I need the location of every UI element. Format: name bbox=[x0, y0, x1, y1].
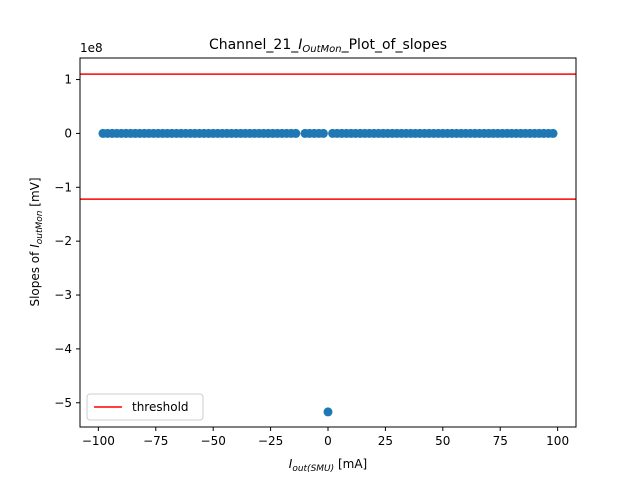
y-axis-label-prefix: Slopes of bbox=[28, 248, 42, 307]
y-axis-label-math: I bbox=[28, 244, 42, 248]
x-axis-ticks: −100 −75 −50 −25 0 25 50 75 100 bbox=[82, 427, 569, 448]
y-tick-label: −2 bbox=[54, 234, 72, 248]
x-tick-label: 100 bbox=[546, 434, 569, 448]
y-axis-label-unit: [mV] bbox=[28, 177, 42, 210]
y-tick-label: −4 bbox=[54, 342, 72, 356]
y-axis-offset-label: 1e8 bbox=[80, 41, 103, 55]
x-tick-label: −50 bbox=[201, 434, 226, 448]
chart-title: Channel_21_IOutMon_Plot_of_slopes bbox=[209, 37, 447, 55]
y-tick-label: −5 bbox=[54, 396, 72, 410]
y-tick-label: 1 bbox=[64, 73, 72, 87]
x-tick-label: 0 bbox=[324, 434, 332, 448]
x-axis-label-math: I bbox=[289, 457, 293, 471]
y-tick-label: −1 bbox=[54, 180, 72, 194]
legend-box bbox=[86, 393, 204, 421]
x-tick-label: −25 bbox=[258, 434, 283, 448]
chart-title-math: I bbox=[298, 37, 302, 53]
data-point bbox=[318, 128, 328, 138]
x-axis-label: Iout(SMU) [mA] bbox=[289, 457, 367, 474]
data-point bbox=[548, 128, 558, 138]
legend: threshold bbox=[86, 393, 204, 421]
chart-title-suffix: _Plot_of_slopes bbox=[341, 37, 447, 53]
data-point bbox=[323, 407, 333, 417]
x-tick-label: 50 bbox=[435, 434, 450, 448]
y-axis-label-subscript: outMon bbox=[35, 210, 45, 244]
data-point bbox=[291, 128, 301, 138]
threshold-lines bbox=[80, 73, 576, 200]
data-points bbox=[98, 128, 558, 417]
x-tick-label: −75 bbox=[143, 434, 168, 448]
x-tick-label: 75 bbox=[493, 434, 508, 448]
y-axis-ticks: −5 −4 −3 −2 −1 0 1 bbox=[54, 73, 80, 410]
legend-threshold-label: threshold bbox=[132, 400, 189, 414]
y-axis-label: Slopes of IoutMon [mV] bbox=[28, 177, 45, 306]
x-axis-label-subscript: out(SMU) bbox=[292, 464, 334, 474]
chart-title-subscript: OutMon bbox=[302, 44, 341, 55]
chart-title-prefix: Channel_21_ bbox=[209, 37, 299, 53]
y-tick-label: −3 bbox=[54, 288, 72, 302]
x-axis-label-unit: [mA] bbox=[334, 457, 367, 471]
x-tick-label: 25 bbox=[378, 434, 393, 448]
x-tick-label: −100 bbox=[82, 434, 115, 448]
y-tick-label: 0 bbox=[64, 126, 72, 140]
